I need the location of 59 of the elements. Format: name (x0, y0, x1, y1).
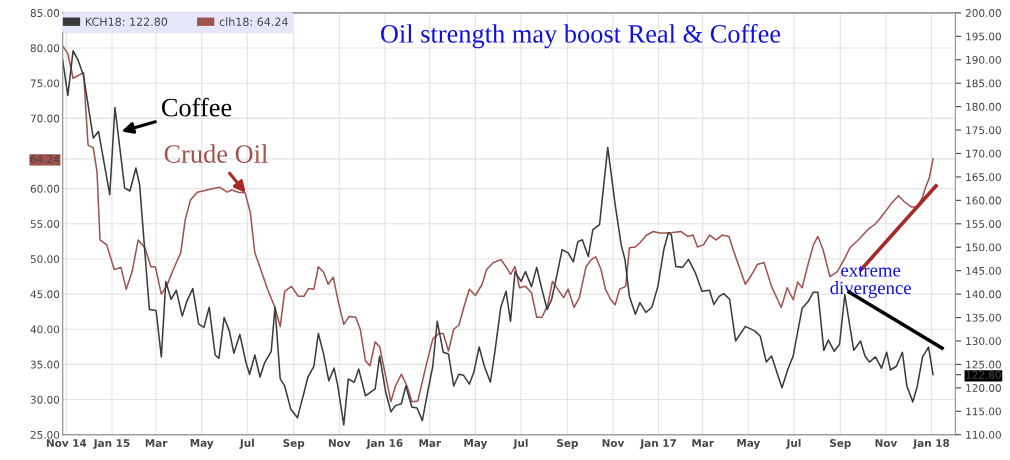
y2-tick-label: 180.00 (966, 102, 1001, 111)
x-tick-label: Jan 16 (366, 439, 403, 449)
chart-title: Oil strength may boost Real & Coffee (380, 23, 781, 49)
x-tick-label: May (464, 439, 488, 449)
y-tick-label: 64.24 (30, 155, 60, 163)
y2-tick-label: 145.00 (966, 266, 1001, 275)
y2-tick-label: 170.00 (966, 149, 1001, 158)
y2-tick-label: 200.00 (965, 9, 1001, 17)
y-tick-label: 35.00 (30, 360, 60, 369)
y-tick-label: 55.00 (30, 220, 60, 228)
y-tick-label: 30.00 (30, 395, 60, 404)
annotation: extreme divergence (830, 265, 911, 299)
y2-tick-label: 155.00 (966, 220, 1001, 228)
y2-tick-label: 150.00 (966, 243, 1001, 252)
y2-tick-label: 122.80 (966, 370, 1001, 379)
x-tick-label: Nov (875, 439, 898, 447)
x-tick-label: Jan 15 (93, 439, 130, 449)
annotation: Coffee (161, 97, 232, 117)
y-tick-label: 80.00 (30, 44, 60, 53)
y2-tick-label: 140.00 (966, 290, 1001, 299)
y2-tick-label: 190.00 (966, 55, 1001, 64)
x-tick-label: Mar (419, 439, 442, 447)
y2-tick-label: 130.00 (966, 337, 1001, 346)
x-tick-label: Jan 18 (912, 439, 950, 449)
y2-tick-label: 120.00 (966, 384, 1001, 392)
y-tick-label: 45.00 (30, 290, 60, 299)
y2-tick-label: 135.00 (966, 313, 1001, 322)
y-tick-label: 40.00 (30, 325, 60, 334)
legend-label: KCH18: 122.80 (85, 17, 168, 26)
x-tick-label: Jan 17 (639, 439, 676, 449)
legend-label: clh18: 64.24 (219, 17, 288, 26)
y2-tick-label: 115.00 (966, 407, 1001, 416)
y2-tick-label: 160.00 (966, 196, 1001, 205)
y2-tick-label: 110.00 (966, 430, 1001, 439)
x-tick-label: Mar (145, 439, 168, 447)
y2-tick-label: 125.00 (966, 360, 1001, 369)
y-tick-label: 75.00 (30, 79, 60, 88)
y-tick-label: 50.00 (30, 255, 60, 264)
x-tick-label: May (737, 439, 761, 449)
x-tick-label: May (190, 439, 214, 449)
x-tick-label: Sep (283, 439, 305, 449)
y2-tick-label: 175.00 (966, 126, 1001, 135)
x-tick-label: Sep (557, 439, 578, 449)
x-tick-label: Nov (602, 439, 625, 447)
x-tick-label: Jul (239, 438, 254, 449)
x-tick-label: Nov (328, 439, 351, 447)
x-tick-label: Mar (692, 439, 714, 447)
x-tick-label: Nov 14 (46, 439, 87, 447)
y-tick-label: 70.00 (30, 114, 60, 123)
y2-tick-label: 185.00 (966, 79, 1001, 88)
x-tick-label: Jul (512, 438, 528, 449)
x-tick-label: Jul (785, 438, 801, 449)
annotation: Crude Oil (164, 144, 268, 163)
y-tick-label: 25.00 (30, 430, 60, 439)
y2-tick-label: 165.00 (966, 173, 1001, 182)
y-tick-label: 85.00 (30, 9, 60, 17)
y-tick-label: 60.00 (30, 184, 60, 193)
x-tick-label: Sep (830, 439, 851, 449)
y2-tick-label: 195.00 (966, 32, 1001, 41)
